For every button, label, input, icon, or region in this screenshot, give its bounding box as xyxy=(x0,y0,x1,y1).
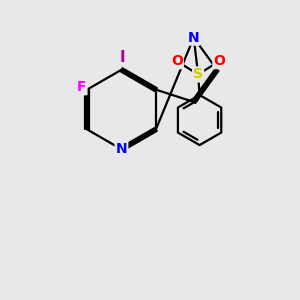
Text: N: N xyxy=(116,142,127,156)
Text: N: N xyxy=(188,31,200,45)
Text: O: O xyxy=(213,54,225,68)
Text: I: I xyxy=(120,50,126,65)
Text: O: O xyxy=(171,54,183,68)
Text: F: F xyxy=(77,80,86,94)
Text: S: S xyxy=(193,68,203,81)
